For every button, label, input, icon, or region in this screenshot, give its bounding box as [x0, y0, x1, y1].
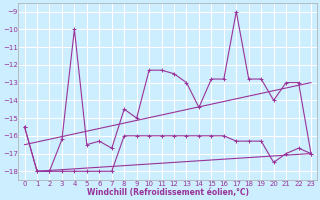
X-axis label: Windchill (Refroidissement éolien,°C): Windchill (Refroidissement éolien,°C)	[87, 188, 249, 197]
